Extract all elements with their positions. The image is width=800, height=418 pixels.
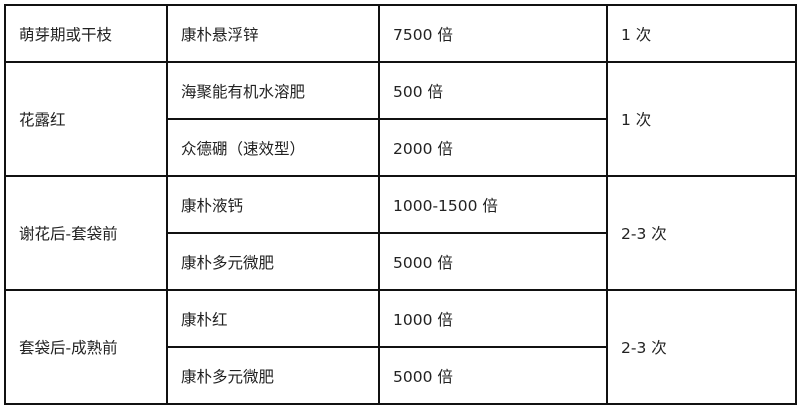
count-cell: 1 次 [606, 61, 797, 177]
dilution-cell: 7500 倍 [378, 4, 608, 63]
product-cell: 康朴多元微肥 [166, 232, 380, 291]
table-row: 康朴多元微肥 5000 倍 [5, 346, 796, 405]
product-cell: 众德硼（速效型） [166, 118, 380, 177]
dilution-cell: 1000 倍 [378, 289, 608, 348]
product-cell: 康朴悬浮锌 [166, 4, 380, 63]
stage-cell: 萌芽期或干枝 [4, 4, 168, 63]
stage-cell: 谢花后-套袋前 [4, 175, 168, 291]
product-cell: 康朴红 [166, 289, 380, 348]
table-row: 康朴多元微肥 5000 倍 [5, 232, 796, 291]
table-row: 谢花后-套袋前 康朴液钙 1000-1500 倍 2-3 次 [4, 175, 797, 291]
count-cell: 2-3 次 [606, 289, 797, 405]
stage-cell: 套袋后-成熟前 [4, 289, 168, 405]
count-cell: 1 次 [606, 4, 797, 63]
table-row: 套袋后-成熟前 康朴红 1000 倍 2-3 次 [4, 289, 797, 405]
table-row: 众德硼（速效型） 2000 倍 [5, 118, 796, 177]
product-cell: 海聚能有机水溶肥 [166, 61, 380, 120]
dilution-cell: 500 倍 [378, 61, 608, 120]
dilution-cell: 1000-1500 倍 [378, 175, 608, 234]
product-cell: 康朴液钙 [166, 175, 380, 234]
dilution-cell: 2000 倍 [378, 118, 608, 177]
count-cell: 2-3 次 [606, 175, 797, 291]
dilution-cell: 5000 倍 [378, 346, 608, 405]
stage-cell: 花露红 [4, 61, 168, 177]
dilution-cell: 5000 倍 [378, 232, 608, 291]
product-cell: 康朴多元微肥 [166, 346, 380, 405]
